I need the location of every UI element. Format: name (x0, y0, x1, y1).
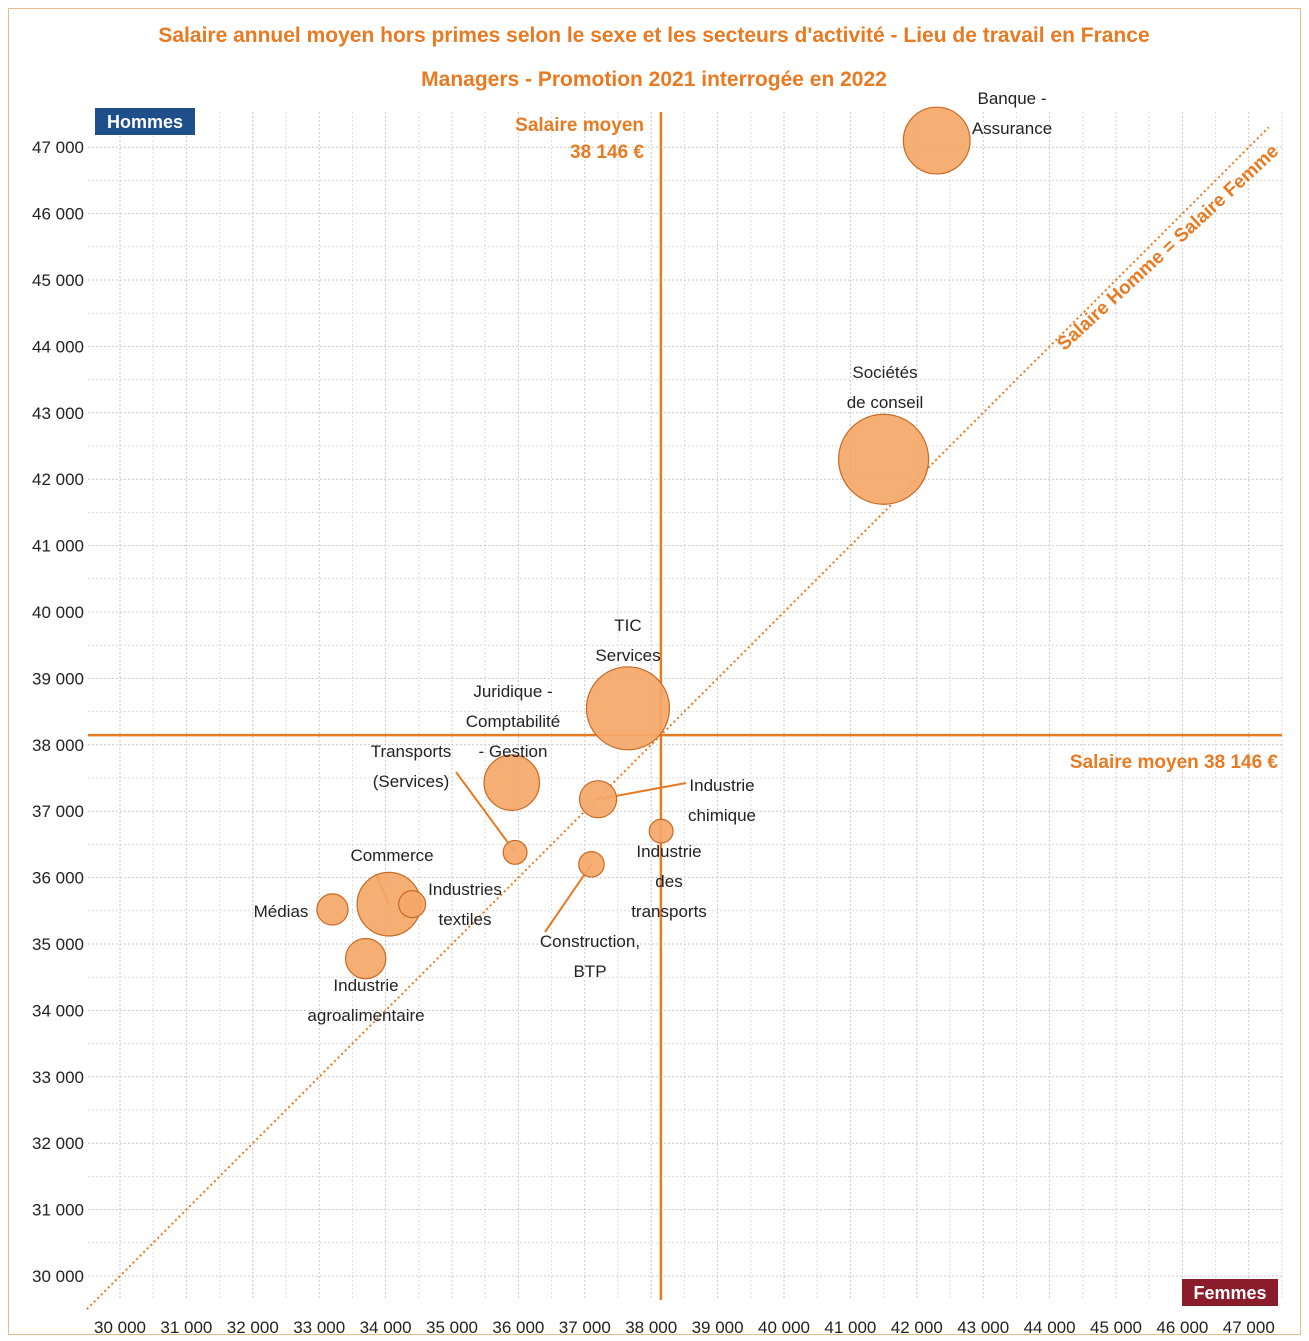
chart-frame (8, 8, 1301, 1335)
y-axis-label: Hommes (107, 112, 183, 132)
x-tick-label: 35 000 (426, 1318, 478, 1337)
y-tick-label: 36 000 (32, 869, 84, 888)
y-tick-label: 33 000 (32, 1068, 84, 1087)
mean-label-vertical-1: Salaire moyen (515, 115, 644, 136)
x-tick-label: 31 000 (160, 1318, 212, 1337)
point-label: Transports (Services) (371, 742, 452, 791)
point-label: Sociétés de conseil (847, 363, 924, 412)
y-tick-label: 44 000 (32, 337, 84, 356)
y-tick-label: 32 000 (32, 1134, 84, 1153)
x-tick-label: 41 000 (824, 1318, 876, 1337)
y-tick-label: 31 000 (32, 1201, 84, 1220)
y-tick-label: 34 000 (32, 1001, 84, 1020)
mean-label-vertical-2: 38 146 € (570, 142, 644, 163)
y-tick-label: 30 000 (32, 1267, 84, 1286)
x-tick-label: 40 000 (758, 1318, 810, 1337)
diagonal-label: Salaire Homme = Salaire Femme (1053, 141, 1283, 355)
bubble-point (585, 666, 671, 751)
x-tick-label: 45 000 (1090, 1318, 1142, 1337)
bubble-point (483, 754, 541, 811)
bubble-point (344, 937, 387, 980)
grid (88, 112, 1283, 1300)
leader-line (544, 863, 593, 933)
bubble-point (578, 850, 605, 878)
y-tick-label: 35 000 (32, 935, 84, 954)
x-tick-label: 33 000 (293, 1318, 345, 1337)
point-label: Construction, BTP (540, 932, 640, 981)
x-tick-label: 44 000 (1024, 1318, 1076, 1337)
point-label: Juridique -Comptabilité - Gestion (466, 682, 561, 761)
y-tick-label: 38 000 (32, 736, 84, 755)
mean-label-horizontal: Salaire moyen 38 146 € (1070, 752, 1279, 773)
x-tick-label: 36 000 (492, 1318, 544, 1337)
x-tick-label: 47 000 (1223, 1318, 1275, 1337)
y-tick-label: 40 000 (32, 603, 84, 622)
femmes-badge-bg (1182, 1279, 1278, 1306)
bubble-point (902, 106, 971, 175)
chart-title: Salaire annuel moyen hors primes selon l… (158, 24, 1149, 47)
y-tick-label: 46 000 (32, 205, 84, 224)
bubble-point (578, 780, 618, 819)
mean-lines (88, 112, 1282, 1300)
y-tick-label: 37 000 (32, 802, 84, 821)
x-tick-label: 38 000 (625, 1318, 677, 1337)
x-tick-label: 32 000 (227, 1318, 279, 1337)
x-tick-label: 46 000 (1156, 1318, 1208, 1337)
x-tick-label: 43 000 (957, 1318, 1009, 1337)
y-tick-label: 43 000 (32, 404, 84, 423)
bubbles (316, 106, 971, 980)
bubble-point (316, 893, 349, 926)
y-tick-label: 45 000 (32, 271, 84, 290)
point-label: Industrie agroalimentaire (307, 976, 424, 1025)
hommes-badge-bg (95, 108, 195, 135)
y-tick-labels: 30 000 31 000 32 000 33 000 34 000 35 000 36 0… (32, 138, 84, 1286)
chart-subtitle: Managers - Promotion 2021 interrogée en … (421, 68, 887, 91)
equality-diagonal (86, 126, 1270, 1310)
x-tick-label: 39 000 (692, 1318, 744, 1337)
y-tick-label: 47 000 (32, 138, 84, 157)
point-label: Commerce (350, 846, 433, 865)
leader-line (455, 771, 516, 853)
hommes-badge: Hommes (95, 108, 195, 135)
x-tick-label: 37 000 (559, 1318, 611, 1337)
y-tick-label: 42 000 (32, 470, 84, 489)
femmes-badge: Femmes (1182, 1279, 1278, 1306)
bubble-point (502, 839, 528, 865)
x-tick-label: 42 000 (891, 1318, 943, 1337)
point-label: Industrie des transports (631, 842, 707, 921)
point-label: TIC Services (595, 616, 660, 665)
x-tick-labels: 30 000 31 000 32 000 33 000 34 000 35 000 36 0… (94, 1318, 1275, 1337)
bubble-point (398, 890, 427, 919)
bubble-point (648, 818, 674, 844)
y-tick-label: 41 000 (32, 537, 84, 556)
y-tick-label: 39 000 (32, 669, 84, 688)
point-label: Industries textiles (428, 880, 502, 929)
point-label: Banque -Assurance (972, 89, 1052, 138)
x-axis-label: Femmes (1193, 1283, 1266, 1303)
bubble-point (837, 413, 930, 505)
equality-line (86, 126, 1270, 1310)
point-label: Industrie chimique (688, 776, 756, 825)
x-tick-label: 34 000 (360, 1318, 412, 1337)
x-tick-label: 30 000 (94, 1318, 146, 1337)
point-labels: Banque -Assurance Sociétés de conseil TIC Se… (254, 89, 1053, 1025)
point-label: Médias (254, 902, 309, 921)
